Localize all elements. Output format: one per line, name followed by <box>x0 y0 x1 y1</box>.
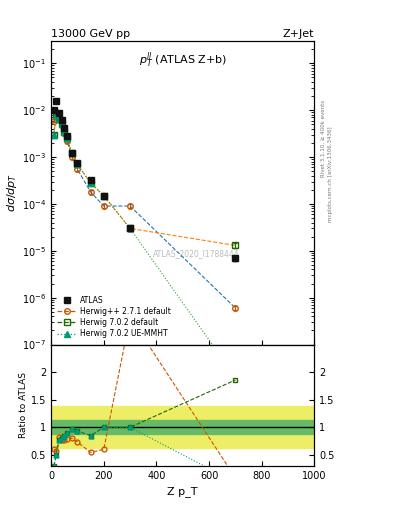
Y-axis label: $d\sigma/dp_T$: $d\sigma/dp_T$ <box>5 173 19 212</box>
Y-axis label: Ratio to ATLAS: Ratio to ATLAS <box>19 372 28 438</box>
Text: $p_T^{ll}$ (ATLAS Z+b): $p_T^{ll}$ (ATLAS Z+b) <box>139 50 227 70</box>
Text: 13000 GeV pp: 13000 GeV pp <box>51 29 130 39</box>
Text: ATLAS_2020_I1788444: ATLAS_2020_I1788444 <box>152 249 239 258</box>
X-axis label: Z p_T: Z p_T <box>167 486 198 497</box>
Legend: ATLAS, Herwig++ 2.7.1 default, Herwig 7.0.2 default, Herwig 7.0.2 UE-MMHT: ATLAS, Herwig++ 2.7.1 default, Herwig 7.… <box>55 293 173 340</box>
Text: Rivet 3.1.10, ≥ 400k events: Rivet 3.1.10, ≥ 400k events <box>320 100 325 177</box>
Text: mcplots.cern.ch [arXiv:1306.3436]: mcplots.cern.ch [arXiv:1306.3436] <box>328 126 333 222</box>
Text: Z+Jet: Z+Jet <box>283 29 314 39</box>
